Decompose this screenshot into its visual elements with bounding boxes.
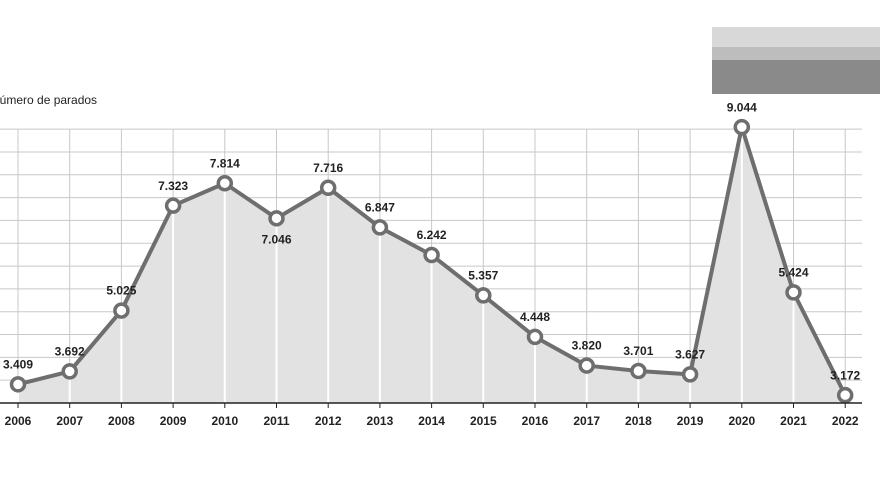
point: [319, 179, 337, 196]
point: [9, 376, 27, 393]
x-tick-label: 2010: [211, 414, 238, 428]
point: [268, 210, 285, 227]
x-tick-label: 2016: [522, 414, 549, 428]
x-tick-label: 2007: [56, 414, 83, 428]
point: [61, 363, 78, 380]
value-label: 3.692: [55, 345, 85, 359]
plot: 3.409 3.692 5.025 7.323 7.814 7.046 7.716 6.847…: [0, 100, 862, 428]
value-label: 3.820: [572, 339, 602, 353]
point: [836, 386, 854, 404]
value-label: 7.046: [261, 232, 291, 246]
value-label: 3.627: [675, 348, 705, 362]
point: [630, 362, 647, 380]
x-tick-label: 2020: [728, 414, 755, 428]
x-tick-label: 2022: [832, 414, 859, 428]
x-tick-label: 2021: [780, 414, 807, 428]
x-tick-label: 2006: [5, 414, 32, 428]
value-label: 4.448: [520, 310, 550, 324]
x-tick-label: 2014: [418, 414, 445, 428]
axis-title: Número de parados: [0, 93, 97, 107]
photo-people: [712, 60, 880, 94]
value-label: 3.701: [623, 344, 653, 358]
point: [526, 328, 544, 346]
photo-sky: [712, 27, 880, 47]
value-label: 5.424: [778, 266, 808, 280]
value-label: 6.242: [417, 228, 447, 242]
x-tick-label: 2018: [625, 414, 652, 428]
value-label: 3.172: [830, 368, 860, 382]
x-tick-label: 2019: [677, 414, 704, 428]
value-label: 3.409: [3, 358, 33, 372]
point: [785, 284, 802, 301]
photo: [712, 27, 880, 94]
value-label: 5.025: [106, 284, 136, 298]
value-label: 7.716: [313, 161, 343, 175]
x-tick-label: 2015: [470, 414, 497, 428]
value-label: 7.323: [158, 179, 188, 193]
point: [216, 175, 234, 192]
x-tick-label: 2012: [315, 414, 342, 428]
x-tick-label: 2011: [263, 414, 289, 428]
point: [113, 302, 130, 319]
x-tick-label: 2008: [108, 414, 135, 428]
x-tick-label: 2017: [573, 414, 600, 428]
value-label: 7.814: [210, 156, 240, 170]
x-tick-label: 2009: [160, 414, 187, 428]
point: [371, 219, 389, 236]
point: [475, 287, 492, 304]
value-label: 6.847: [365, 201, 395, 215]
point: [164, 197, 182, 214]
point: [578, 357, 595, 374]
point: [681, 366, 699, 383]
value-label: 5.357: [468, 269, 498, 283]
point: [733, 118, 751, 136]
x-tick-label: 2013: [367, 414, 394, 428]
point: [423, 246, 440, 264]
value-label: 9.044: [727, 100, 757, 114]
